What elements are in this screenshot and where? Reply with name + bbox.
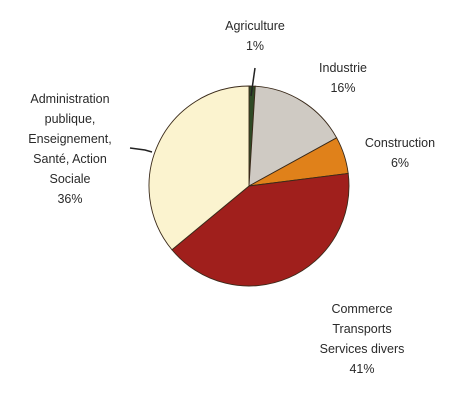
pie-slice-administration: [148, 85, 250, 251]
slice-label-line: Enseignement,: [28, 132, 111, 146]
slice-label-line: Agriculture: [225, 19, 285, 33]
slice-label-line: Commerce: [331, 302, 392, 316]
slice-labels: Agriculture 1%Industrie 16%Construction 6%C…: [28, 19, 435, 376]
slice-label-line: Administration: [30, 92, 109, 106]
slice-label-industrie: Industrie 16%: [319, 61, 367, 95]
slice-value-industrie: 16%: [330, 81, 355, 95]
slice-label-line: Transports: [332, 322, 391, 336]
slice-value-agriculture: 1%: [246, 39, 264, 53]
slice-label-administration: Administration publique, Enseignement, Sant…: [28, 92, 111, 206]
slice-label-line: Sociale: [50, 172, 91, 186]
pie-slice-commerce: [171, 172, 350, 287]
slice-label-line: Santé, Action: [33, 152, 107, 166]
leader-line-administration: [129, 147, 153, 153]
slice-label-commerce: Commerce Transports Services divers 41%: [320, 302, 405, 376]
slice-label-line: Industrie: [319, 61, 367, 75]
pie-slices: [148, 85, 350, 287]
pie-slice-industrie: [248, 85, 338, 187]
slice-label-line: Services divers: [320, 342, 405, 356]
slice-label-construction: Construction 6%: [365, 136, 435, 170]
slice-label-agriculture: Agriculture 1%: [225, 19, 285, 53]
slice-value-administration: 36%: [57, 192, 82, 206]
slice-value-construction: 6%: [391, 156, 409, 170]
slice-value-commerce: 41%: [349, 362, 374, 376]
slice-label-line: Construction: [365, 136, 435, 150]
slice-label-line: publique,: [45, 112, 96, 126]
leader-lines: [129, 67, 256, 153]
leader-line-agriculture: [250, 67, 256, 97]
